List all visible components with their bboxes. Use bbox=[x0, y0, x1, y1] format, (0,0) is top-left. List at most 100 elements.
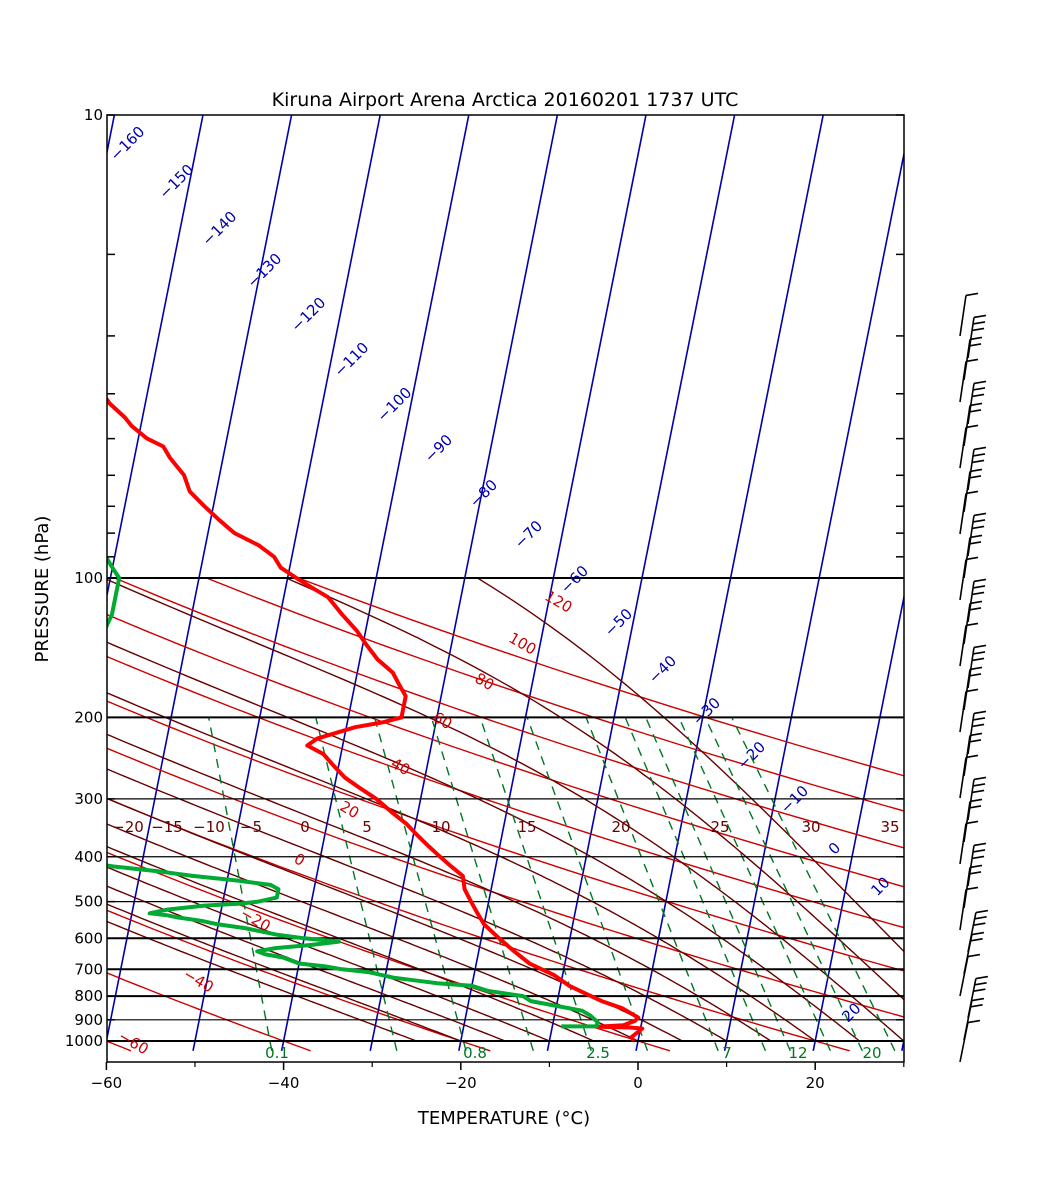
x-tick-label: 20 bbox=[806, 1074, 825, 1092]
barb-shaft bbox=[967, 912, 977, 953]
sounding-series bbox=[107, 396, 645, 1042]
isotherm-line bbox=[635, 115, 824, 1051]
dry-adiabat-label: 40 bbox=[388, 754, 414, 779]
mixing-ratio-line bbox=[373, 717, 467, 1051]
barb-feather bbox=[973, 710, 987, 715]
barb-feather bbox=[973, 922, 986, 926]
moist-adiabat-line bbox=[107, 692, 816, 1042]
x-axis-label: TEMPERATURE (°C) bbox=[417, 1108, 590, 1129]
moist-adiabat-label: 35 bbox=[880, 818, 899, 836]
dry-adiabat-line bbox=[107, 700, 904, 972]
barb-feather bbox=[973, 842, 987, 847]
y-tick-label: 100 bbox=[74, 569, 103, 587]
moist-adiabat-label: 25 bbox=[710, 818, 729, 836]
barb-feather bbox=[965, 490, 979, 495]
barb-feather bbox=[967, 1019, 981, 1024]
barb-feather bbox=[973, 380, 987, 385]
barb-feather bbox=[974, 916, 987, 920]
isotherm-line bbox=[901, 1035, 904, 1051]
wind-barb bbox=[967, 380, 987, 425]
dry-adiabat-label: 20 bbox=[337, 797, 363, 822]
barb-feather bbox=[972, 321, 986, 325]
mixing-ratio-line bbox=[430, 717, 534, 1052]
barb-feather bbox=[968, 475, 982, 479]
isotherm-line bbox=[990, 115, 1062, 1051]
y-axis-label: PRESSURE (hPa) bbox=[32, 516, 53, 663]
barb-feather bbox=[969, 336, 983, 341]
dry-adiabat-label: 60 bbox=[430, 708, 456, 733]
moist-adiabat-line bbox=[477, 578, 904, 953]
pressure-gridlines bbox=[107, 577, 904, 1042]
isotherm-line bbox=[107, 115, 204, 600]
isotherm-line bbox=[107, 115, 293, 1043]
isotherm-label: −60 bbox=[557, 562, 592, 597]
barb-feather bbox=[972, 585, 986, 589]
barb-feather bbox=[965, 754, 979, 759]
wind-barbs bbox=[959, 292, 989, 1063]
wind-barb bbox=[963, 534, 983, 579]
barb-feather bbox=[965, 292, 979, 297]
moist-adiabat-line bbox=[107, 920, 417, 1042]
wind-barb bbox=[967, 314, 987, 359]
mixing-ratio-label: 20 bbox=[862, 1044, 881, 1062]
barb-feather bbox=[968, 541, 982, 545]
mixing-ratio-label: 0.1 bbox=[265, 1044, 289, 1062]
wind-barb bbox=[967, 842, 987, 887]
barb-feather bbox=[965, 688, 979, 693]
y-tick-label: 300 bbox=[74, 790, 103, 808]
moist-adiabat-line bbox=[107, 845, 594, 1042]
isotherm-label: −140 bbox=[199, 208, 241, 250]
wind-barb bbox=[963, 997, 985, 1041]
barb-shaft bbox=[967, 779, 975, 821]
moist-adiabat-line bbox=[107, 578, 904, 1042]
wind-barb bbox=[967, 776, 987, 821]
moist-adiabat-line bbox=[107, 903, 462, 1042]
moist-adiabat-label: −15 bbox=[151, 818, 183, 836]
y-tick-label: 500 bbox=[74, 893, 103, 911]
barb-feather bbox=[965, 886, 979, 891]
wind-barb bbox=[963, 600, 983, 645]
dry-adiabat-line bbox=[298, 578, 904, 777]
isotherm-lines bbox=[107, 115, 1062, 1051]
moist-adiabat-label: 15 bbox=[517, 818, 536, 836]
moist-adiabat-line bbox=[107, 641, 860, 1042]
barb-shaft bbox=[967, 515, 975, 557]
barb-feather bbox=[973, 512, 987, 517]
barb-feather bbox=[965, 622, 979, 627]
wind-barb bbox=[963, 864, 983, 909]
barb-feather bbox=[971, 855, 985, 860]
barb-feather bbox=[972, 519, 986, 523]
barb-feather bbox=[971, 525, 985, 530]
moist-adiabat-line bbox=[107, 733, 772, 1042]
y-tick-label: 10 bbox=[84, 106, 103, 124]
moist-adiabat-lines bbox=[107, 578, 904, 1042]
y-tick-label: 1000 bbox=[65, 1032, 103, 1050]
x-tick-label: −40 bbox=[268, 1074, 300, 1092]
wind-barb bbox=[967, 446, 987, 491]
barb-feather bbox=[971, 591, 985, 596]
barb-feather bbox=[969, 402, 983, 407]
barb-feather bbox=[971, 723, 985, 728]
barb-feather bbox=[970, 938, 983, 942]
wind-barb bbox=[959, 1019, 981, 1063]
moist-adiabat-label: 20 bbox=[611, 818, 630, 836]
barb-feather bbox=[970, 1004, 983, 1008]
y-tick-label: 400 bbox=[74, 848, 103, 866]
barb-feather bbox=[972, 717, 986, 721]
barb-feather bbox=[969, 666, 983, 671]
dry-adiabat-label: 80 bbox=[472, 669, 498, 694]
mixing-ratio-line bbox=[585, 717, 719, 1052]
dry-adiabat-line bbox=[107, 972, 311, 1052]
barb-feather bbox=[965, 358, 979, 363]
x-tick-label: 0 bbox=[633, 1074, 643, 1092]
barb-feather bbox=[972, 783, 986, 787]
barb-shaft bbox=[967, 449, 975, 491]
mixing-ratio-lines bbox=[208, 717, 896, 1052]
barb-shaft bbox=[967, 713, 975, 755]
barb-feather bbox=[968, 739, 982, 743]
wind-barb bbox=[963, 798, 983, 843]
isotherm-label: −40 bbox=[645, 652, 680, 687]
barb-shaft bbox=[959, 295, 967, 337]
isotherm-label: −130 bbox=[244, 250, 286, 292]
